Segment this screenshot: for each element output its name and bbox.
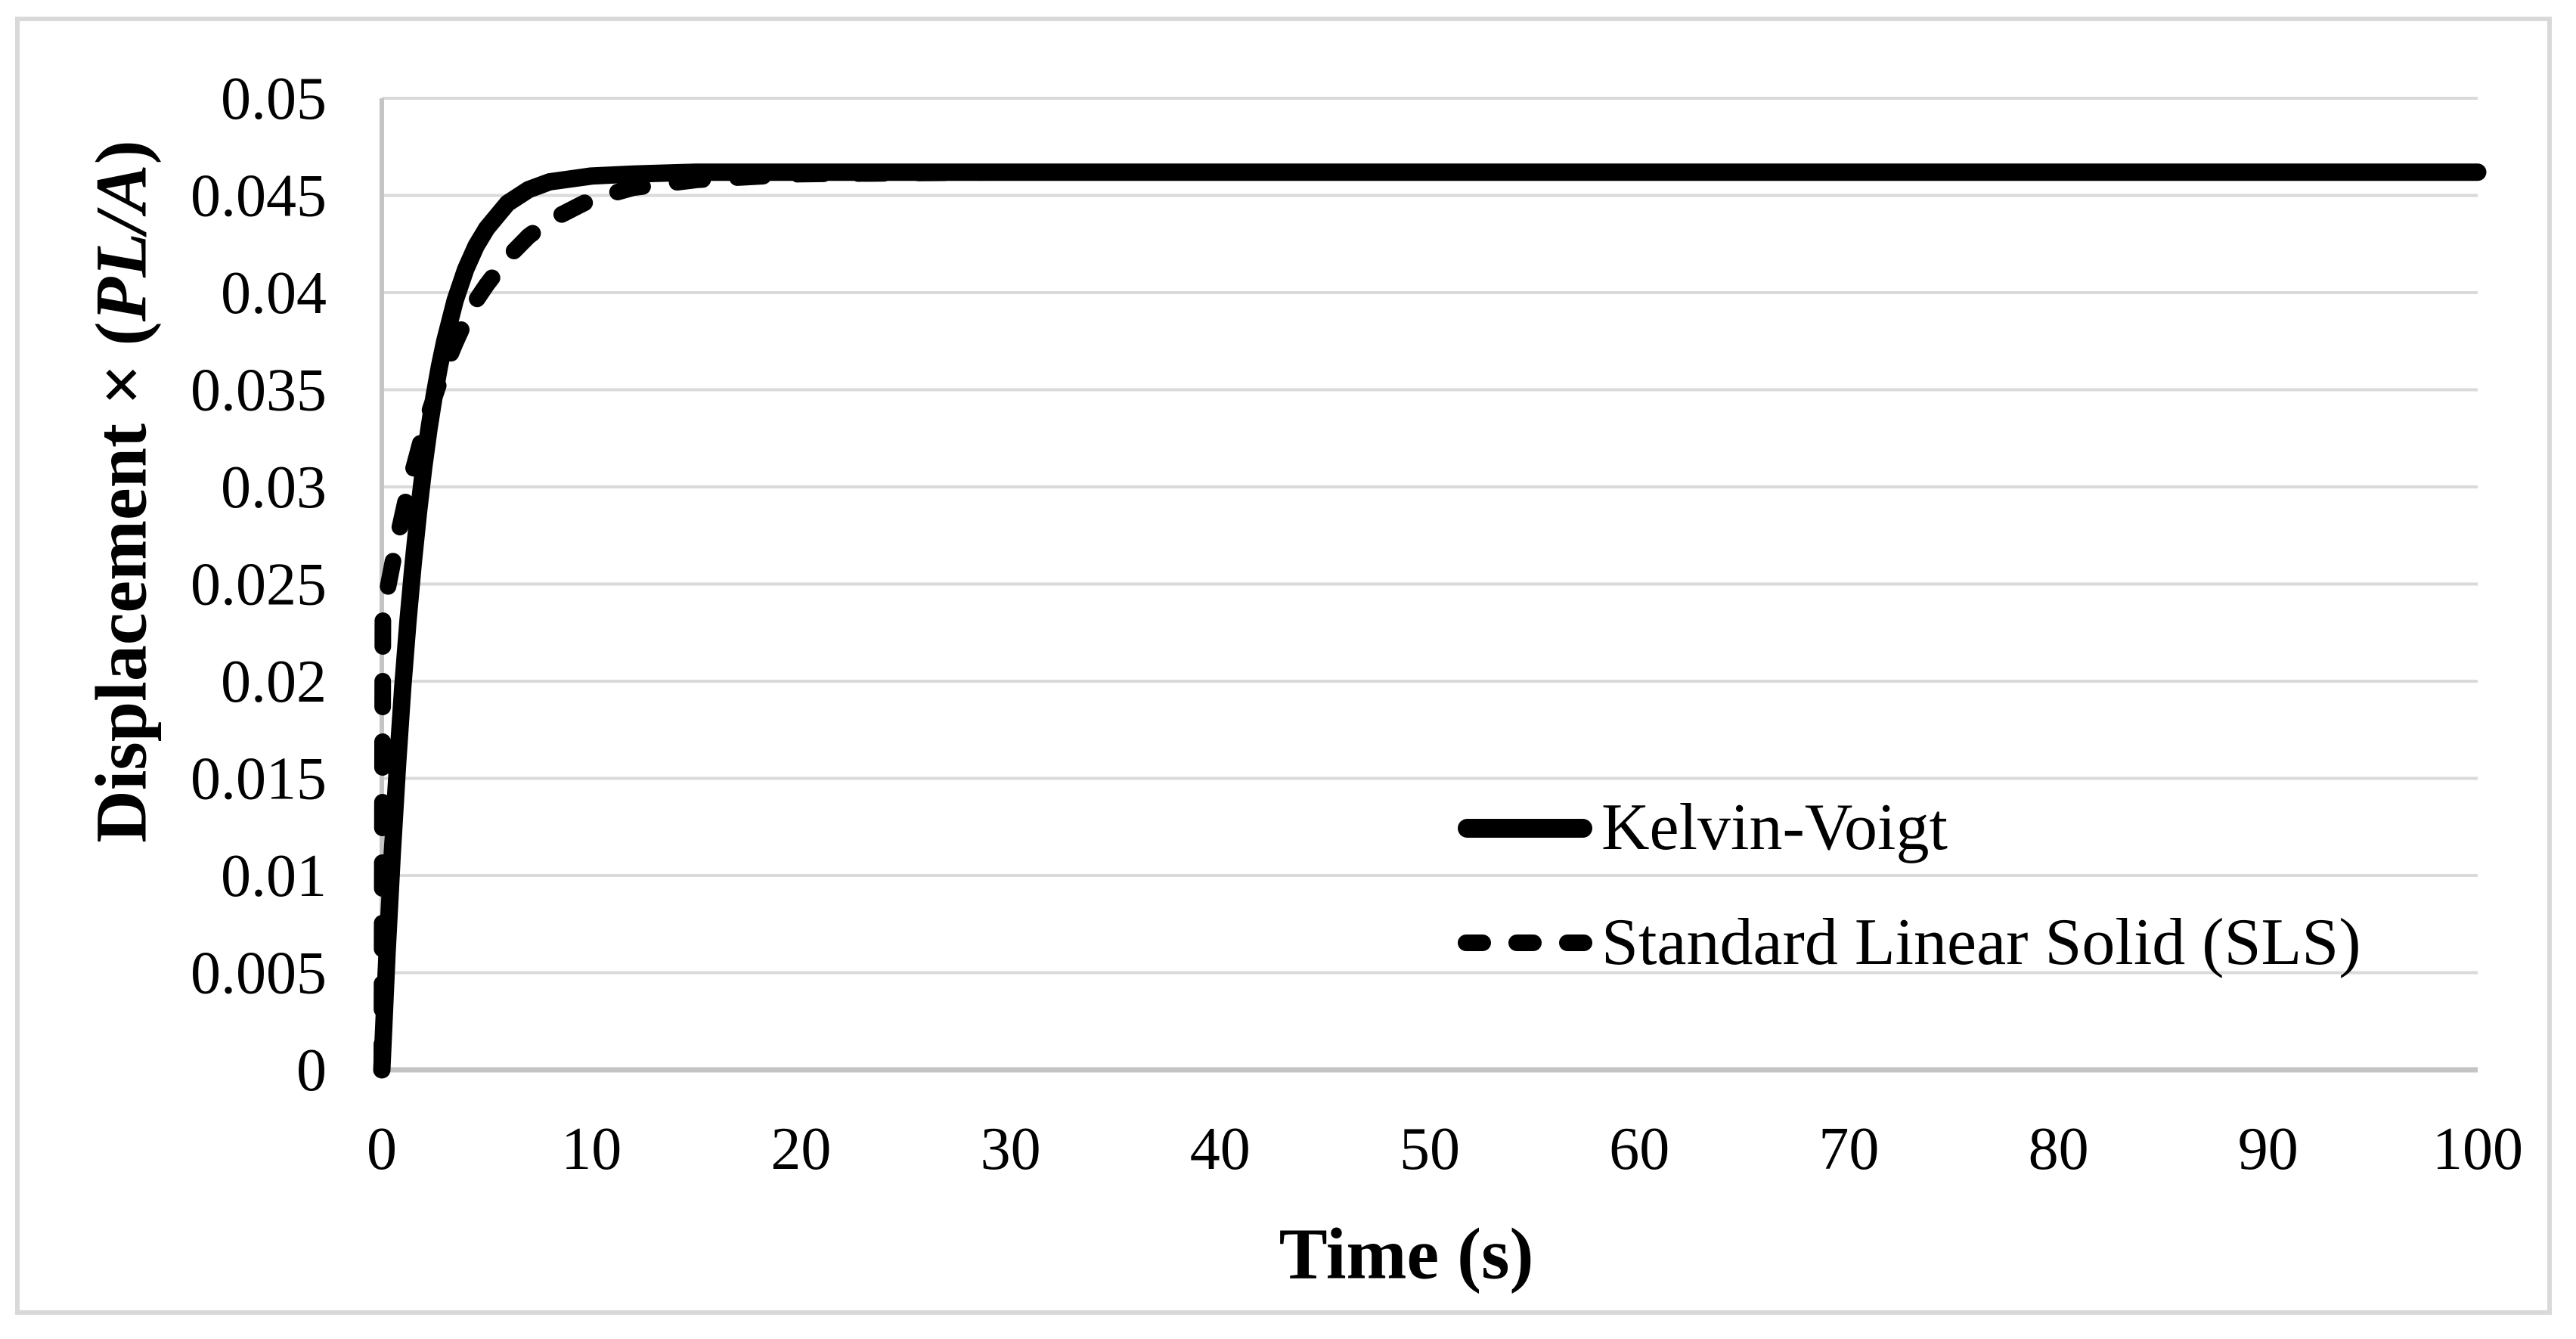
- legend-dashed-line-swatch: [1458, 935, 1594, 951]
- y-tick-label: 0.05: [221, 66, 327, 132]
- y-tick-label: 0.01: [221, 843, 327, 910]
- legend-entry-kelvin-voigt: Kelvin-Voigt: [1458, 770, 2361, 885]
- legend-label-sls: Standard Linear Solid (SLS): [1601, 906, 2361, 979]
- y-tick-label: 0: [296, 1037, 327, 1104]
- x-tick-label: 50: [1400, 1116, 1460, 1182]
- x-tick-label: 60: [1609, 1116, 1669, 1182]
- solid-line-icon: [1458, 818, 1592, 838]
- dash-icon: [1508, 935, 1542, 951]
- series-lines-group: [373, 163, 2487, 1079]
- legend-label-kelvin-voigt: Kelvin-Voigt: [1601, 791, 1948, 864]
- y-tick-label: 0.03: [221, 454, 327, 521]
- x-axis-title: Time (s): [1279, 1213, 1534, 1294]
- y-tick-label: 0.035: [191, 358, 327, 424]
- y-axis-title-suffix: ): [80, 140, 162, 165]
- x-tick-label: 70: [1818, 1116, 1879, 1182]
- x-tick-label: 90: [2238, 1116, 2299, 1182]
- x-tick-label: 10: [561, 1116, 622, 1182]
- series-line-kelvin-voigt: [373, 163, 2487, 1079]
- dash-icon: [1559, 935, 1592, 951]
- x-tick-label: 0: [367, 1116, 397, 1182]
- x-tick-label: 30: [981, 1116, 1041, 1182]
- y-axis-title-prefix: Displacement × (: [80, 321, 162, 843]
- legend-entry-sls: Standard Linear Solid (SLS): [1458, 885, 2361, 1000]
- y-axis-title-italic-part: PL/A: [80, 164, 162, 322]
- x-tick-label: 80: [2029, 1116, 2089, 1182]
- y-tick-label: 0.04: [221, 260, 327, 327]
- legend: Kelvin-Voigt Standard Linear Solid (SLS): [1458, 770, 2361, 1000]
- chart-border-frame: [15, 17, 2552, 1315]
- y-tick-label: 0.015: [191, 746, 327, 813]
- x-tick-label: 20: [770, 1116, 831, 1182]
- y-tick-label: 0.005: [191, 941, 327, 1007]
- x-tick-label: 40: [1190, 1116, 1251, 1182]
- y-tick-label: 0.02: [221, 649, 327, 715]
- y-tick-label: 0.025: [191, 552, 327, 618]
- legend-solid-line-swatch: [1458, 818, 1594, 838]
- x-tick-label: 100: [2432, 1116, 2523, 1182]
- y-axis-title: Displacement × (PL/A): [79, 140, 163, 842]
- y-tick-label: 0.045: [191, 163, 327, 230]
- tick-labels-group: 0 0.005 0.01 0.015 0.02 0.025 0.03 0.035 0.04 0.0…: [191, 66, 2523, 1182]
- gridlines-group: [382, 97, 2478, 975]
- dash-icon: [1458, 935, 1491, 951]
